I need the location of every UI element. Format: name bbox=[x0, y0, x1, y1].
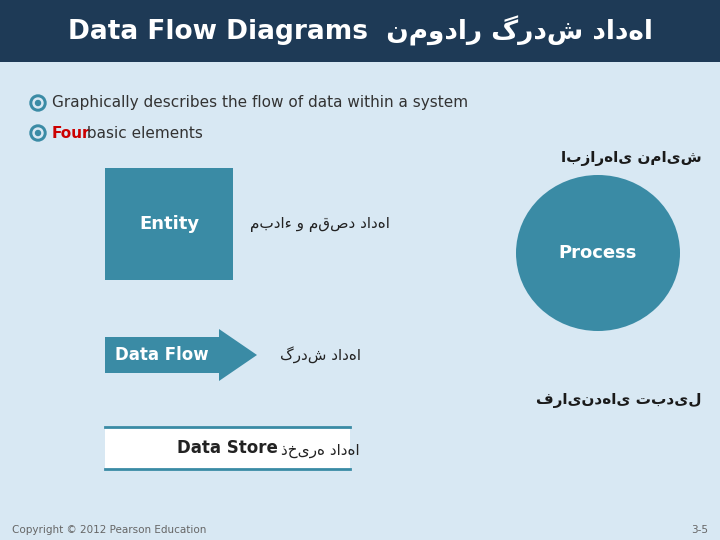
Text: Process: Process bbox=[559, 244, 637, 262]
Text: گردش دادها: گردش دادها bbox=[279, 347, 361, 363]
Text: Four: Four bbox=[52, 125, 91, 140]
Bar bbox=[0, 0, 720, 62]
Text: مبداء و مقصد دادها: مبداء و مقصد دادها bbox=[250, 217, 390, 232]
Text: Entity: Entity bbox=[139, 215, 199, 233]
Circle shape bbox=[33, 128, 43, 138]
Text: Data Flow Diagrams  نمودار گردش دادها: Data Flow Diagrams نمودار گردش دادها bbox=[68, 16, 652, 46]
Text: 3-5: 3-5 bbox=[691, 525, 708, 535]
Text: Graphically describes the flow of data within a system: Graphically describes the flow of data w… bbox=[52, 96, 468, 111]
Circle shape bbox=[35, 100, 40, 105]
Circle shape bbox=[33, 98, 43, 108]
Text: ابزارهای نمایش: ابزارهای نمایش bbox=[562, 151, 702, 165]
Text: Data Store: Data Store bbox=[177, 439, 278, 457]
Text: Copyright © 2012 Pearson Education: Copyright © 2012 Pearson Education bbox=[12, 525, 207, 535]
Bar bbox=[105, 427, 350, 469]
Text: فرایندهای تبدیل: فرایندهای تبدیل bbox=[536, 393, 702, 408]
Text: ذخیره دادها: ذخیره دادها bbox=[281, 442, 359, 457]
Circle shape bbox=[35, 131, 40, 136]
Bar bbox=[105, 168, 233, 280]
Circle shape bbox=[30, 95, 46, 111]
FancyArrow shape bbox=[105, 329, 257, 381]
Ellipse shape bbox=[516, 175, 680, 331]
Circle shape bbox=[30, 125, 46, 141]
Text: basic elements: basic elements bbox=[82, 125, 203, 140]
Text: Data Flow: Data Flow bbox=[115, 346, 209, 364]
